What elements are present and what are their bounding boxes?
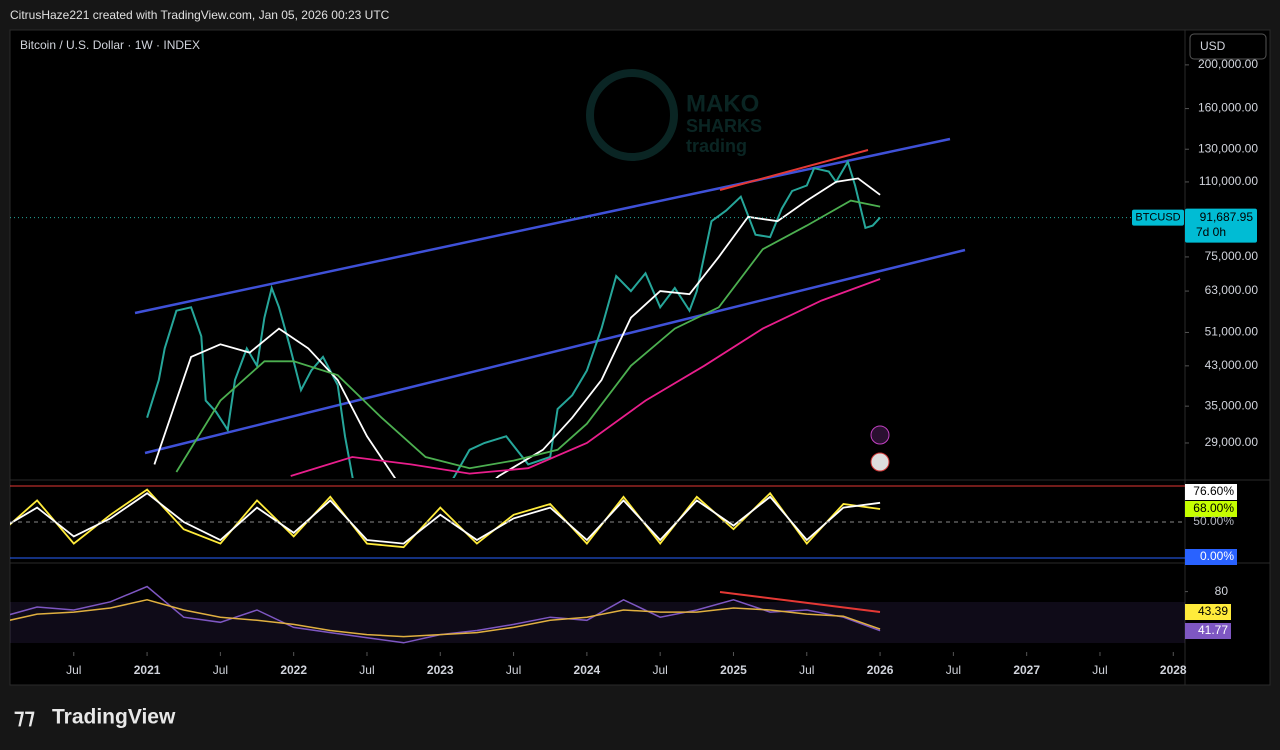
- y-tick-label: 63,000.00: [1205, 283, 1259, 297]
- resistance-line: [719, 149, 869, 191]
- watermark-text: trading: [686, 136, 747, 156]
- rsi-label: 41.77: [1198, 623, 1228, 637]
- osc-label-box: [1185, 501, 1237, 517]
- x-tick-label: Jul: [799, 663, 814, 677]
- osc-label: 68.00%: [1193, 501, 1234, 515]
- osc-label: 50.00%: [1193, 514, 1234, 528]
- event-icon[interactable]: [870, 452, 890, 472]
- osc-label-box: [1185, 484, 1237, 500]
- y-tick-label: 51,000.00: [1205, 325, 1259, 339]
- series-line: [10, 599, 881, 638]
- event-icon[interactable]: [870, 425, 890, 445]
- price-tag-countdown: 7d 0h: [1196, 225, 1226, 239]
- series-line: [10, 488, 881, 549]
- symbol-legend: Bitcoin / U.S. Dollar · 1W · INDEX: [20, 38, 200, 52]
- watermark-logo: [586, 69, 678, 161]
- series-line: [146, 159, 881, 478]
- price-tag-value: 91,687.95: [1200, 210, 1254, 224]
- rsi-band: [10, 602, 1185, 643]
- price-tag: [1185, 208, 1257, 243]
- rsi-tick-label: 80: [1215, 584, 1229, 598]
- y-tick-label: 43,000.00: [1205, 358, 1259, 372]
- rsi-label: 43.39: [1198, 604, 1228, 618]
- x-tick-label: Jul: [359, 663, 374, 677]
- osc-label-box: [1185, 549, 1237, 565]
- x-tick-label: 2023: [427, 663, 454, 677]
- x-tick-label: 2026: [867, 663, 894, 677]
- x-tick-label: 2025: [720, 663, 747, 677]
- y-tick-label: 130,000.00: [1198, 141, 1258, 155]
- x-tick-label: 2021: [134, 663, 161, 677]
- y-tick-label: 29,000.00: [1205, 435, 1259, 449]
- watermark-text: MAKO: [686, 90, 759, 117]
- divergence-line: [719, 591, 881, 613]
- symbol-tag-label: BTCUSD: [1135, 211, 1180, 223]
- channel-line: [144, 248, 966, 455]
- currency[interactable]: USD: [1200, 39, 1226, 53]
- rsi-label-box: [1185, 623, 1231, 639]
- logo-mark: ⁊⁊: [14, 706, 35, 729]
- y-tick-label: 200,000.00: [1198, 57, 1258, 71]
- series-line: [10, 492, 881, 545]
- x-tick-label: Jul: [1092, 663, 1107, 677]
- watermark-text: SHARKS: [686, 116, 762, 136]
- x-tick-label: 2028: [1160, 663, 1187, 677]
- y-tick-label: 110,000.00: [1199, 174, 1258, 188]
- y-tick-label: 160,000.00: [1198, 101, 1258, 115]
- y-tick-label: 35,000.00: [1205, 398, 1259, 412]
- osc-label: 0.00%: [1200, 549, 1234, 563]
- x-tick-label: Jul: [66, 663, 81, 677]
- rsi-label-box: [1185, 604, 1231, 620]
- x-tick-label: Jul: [506, 663, 521, 677]
- footer-logo: TradingView: [52, 706, 176, 729]
- x-tick-label: Jul: [946, 663, 961, 677]
- osc-label: 76.60%: [1193, 484, 1234, 498]
- series-line: [175, 199, 881, 473]
- currency-button[interactable]: [1189, 33, 1267, 60]
- symbol-tag: [1132, 209, 1184, 226]
- watermark: MAKO SHARKS trading: [586, 69, 762, 161]
- x-tick-label: 2024: [574, 663, 601, 677]
- y-tick-label: 75,000.00: [1205, 249, 1259, 263]
- series-line: [153, 177, 881, 478]
- series-line: [290, 278, 881, 477]
- x-tick-label: 2027: [1013, 663, 1040, 677]
- x-tick-label: 2022: [280, 663, 307, 677]
- x-tick-label: Jul: [652, 663, 667, 677]
- attribution: CitrusHaze221 created with TradingView.c…: [10, 8, 390, 22]
- x-tick-label: Jul: [213, 663, 228, 677]
